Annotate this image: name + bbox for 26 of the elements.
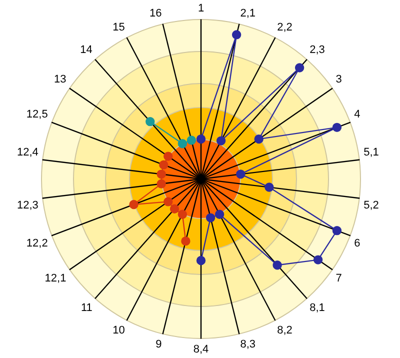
spoke-label: 4 xyxy=(354,108,360,120)
spoke-label: 8,2 xyxy=(277,324,292,337)
spoke-label: 16 xyxy=(150,7,162,20)
spoke-label: 2,2 xyxy=(277,21,292,34)
spoke-label: 8,3 xyxy=(240,338,256,351)
spoke-label: 11 xyxy=(80,302,92,314)
spoke-label: 5,2 xyxy=(364,199,379,212)
spoke-label: 12,2 xyxy=(26,238,48,250)
spoke-label: 2,3 xyxy=(310,44,325,56)
spoke-label: 6 xyxy=(354,238,360,250)
spoke-label: 10 xyxy=(112,324,125,337)
spoke-label: 12,4 xyxy=(16,146,38,159)
spoke-label: 12,5 xyxy=(26,108,48,120)
spoke-label: 5,1 xyxy=(364,146,379,159)
spoke-label: 7 xyxy=(336,272,342,285)
spoke-label: 15 xyxy=(112,21,125,34)
spoke-label: 8,1 xyxy=(310,302,325,314)
spoke-label: 12,3 xyxy=(16,199,38,212)
spoke-label: 8,4 xyxy=(193,343,209,356)
spoke-label: 14 xyxy=(80,44,92,56)
spoke-label: 1 xyxy=(198,2,204,15)
spoke-label: 2,1 xyxy=(240,7,256,20)
spoke-label: 12,1 xyxy=(44,272,66,285)
spoke-label: 3 xyxy=(336,73,342,86)
spoke-label: 13 xyxy=(54,73,66,86)
spoke-label: 9 xyxy=(156,338,162,351)
